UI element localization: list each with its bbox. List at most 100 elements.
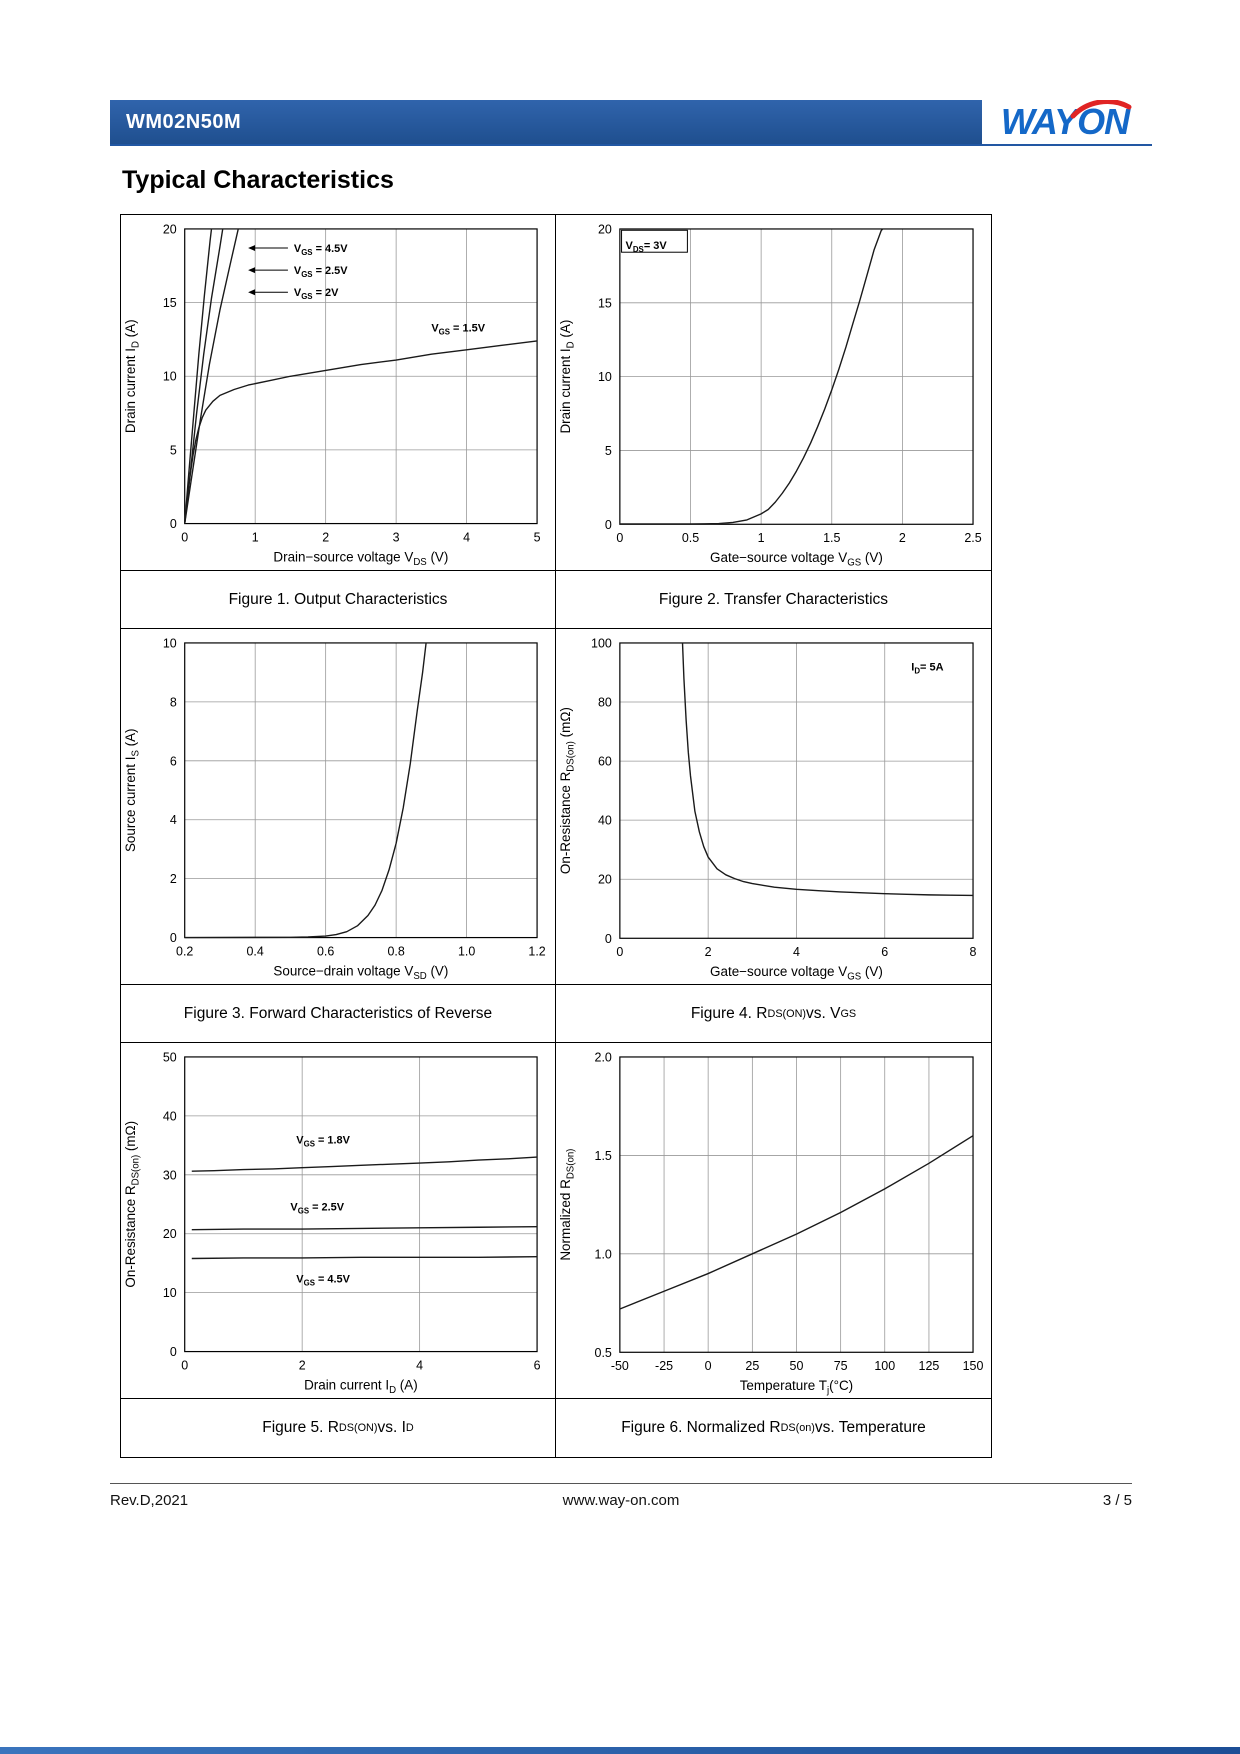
svg-text:2: 2 [322, 530, 329, 544]
svg-text:0: 0 [605, 518, 612, 532]
svg-text:1.0: 1.0 [595, 1247, 612, 1261]
svg-text:2: 2 [299, 1358, 306, 1372]
figure-2-caption: Figure 2. Transfer Characteristics [556, 571, 991, 629]
svg-text:0.2: 0.2 [176, 944, 193, 958]
svg-text:15: 15 [598, 296, 612, 310]
svg-text:Gate−source voltage VGS (V): Gate−source voltage VGS (V) [710, 550, 883, 568]
svg-text:150: 150 [963, 1359, 984, 1373]
svg-text:0: 0 [705, 1359, 712, 1373]
part-number: WM02N50M [126, 110, 242, 133]
svg-text:VGS = 2.5V: VGS = 2.5V [290, 1202, 344, 1216]
svg-text:VGS = 4.5V: VGS = 4.5V [296, 1273, 350, 1287]
characteristics-grid: 0 1 2 3 4 5 0 5 10 15 20 VGS = 4.5V VGS = 2.5V VGS = … [120, 214, 992, 1458]
svg-text:VGS = 1.5V: VGS = 1.5V [431, 323, 485, 337]
svg-text:0: 0 [170, 931, 177, 945]
svg-text:1: 1 [252, 530, 259, 544]
svg-text:10: 10 [163, 636, 177, 650]
svg-text:2: 2 [899, 531, 906, 545]
page-header: WM02N50M WAYON [110, 100, 1152, 146]
svg-text:2: 2 [170, 872, 177, 886]
part-number-banner: WM02N50M [110, 100, 982, 144]
svg-text:Normalized RDS(on): Normalized RDS(on) [558, 1149, 576, 1261]
svg-text:40: 40 [163, 1109, 177, 1123]
svg-text:-50: -50 [611, 1359, 629, 1373]
page-title: Typical Characteristics [122, 166, 394, 194]
svg-text:4: 4 [416, 1358, 423, 1372]
svg-text:4: 4 [793, 945, 800, 959]
svg-text:1.5: 1.5 [823, 531, 840, 545]
svg-text:0.5: 0.5 [682, 531, 699, 545]
svg-text:60: 60 [598, 755, 612, 769]
figure-3-forward-characteristics-plot: 0.2 0.4 0.6 0.8 1.0 1.2 0 2 4 6 8 10 Source−drain vo… [121, 629, 556, 985]
figure-4-caption: Figure 4. R DS(ON) vs. V GS [556, 985, 991, 1043]
figure-1-caption: Figure 1. Output Characteristics [121, 571, 556, 629]
svg-text:0: 0 [605, 932, 612, 946]
svg-text:2.5: 2.5 [964, 531, 981, 545]
svg-text:5: 5 [605, 444, 612, 458]
page-number: 3 / 5 [1102, 1492, 1133, 1509]
logo-swoosh-icon [1070, 100, 1132, 119]
svg-text:25: 25 [745, 1359, 759, 1373]
svg-text:Gate−source voltage VGS (V): Gate−source voltage VGS (V) [710, 964, 883, 982]
svg-text:0: 0 [170, 1345, 177, 1359]
svg-text:VGS = 4.5V: VGS = 4.5V [294, 243, 348, 257]
svg-text:1.0: 1.0 [458, 944, 475, 958]
svg-text:0: 0 [170, 517, 177, 531]
svg-text:8: 8 [170, 695, 177, 709]
svg-text:VGS = 2.5V: VGS = 2.5V [294, 265, 348, 279]
svg-text:Drain current ID (A): Drain current ID (A) [558, 320, 576, 434]
svg-text:8: 8 [970, 945, 977, 959]
svg-text:0.8: 0.8 [387, 944, 404, 958]
svg-text:0.6: 0.6 [317, 944, 334, 958]
svg-text:Drain current ID (A): Drain current ID (A) [304, 1377, 418, 1395]
svg-text:6: 6 [881, 945, 888, 959]
svg-text:10: 10 [163, 370, 177, 384]
svg-text:4: 4 [170, 813, 177, 827]
figure-2-transfer-characteristics-plot: 0 0.5 1 1.5 2 2.5 0 5 10 15 20 VDS= 3V Gate−source v… [556, 215, 991, 571]
svg-text:10: 10 [163, 1286, 177, 1300]
svg-text:VGS = 2V: VGS = 2V [294, 287, 339, 301]
wayon-logo-graphic: WAYON [1001, 100, 1132, 142]
svg-text:Source−drain voltage VSD (V): Source−drain voltage VSD (V) [273, 963, 448, 981]
svg-text:20: 20 [598, 873, 612, 887]
svg-text:6: 6 [534, 1358, 541, 1372]
svg-text:0: 0 [616, 531, 623, 545]
figure-4-rdson-vs-vgs-plot: 0 2 4 6 8 0 20 40 60 80 100 ID= 5A Gate−source volta… [556, 629, 991, 985]
svg-text:0: 0 [181, 1358, 188, 1372]
figure-1-output-characteristics-plot: 0 1 2 3 4 5 0 5 10 15 20 VGS = 4.5V VGS = 2.5V VGS = … [121, 215, 556, 571]
svg-text:-25: -25 [655, 1359, 673, 1373]
svg-text:75: 75 [834, 1359, 848, 1373]
svg-text:0.5: 0.5 [595, 1346, 612, 1360]
svg-text:125: 125 [919, 1359, 940, 1373]
svg-text:5: 5 [534, 530, 541, 544]
svg-text:100: 100 [874, 1359, 895, 1373]
figure-6-normalized-rdson-plot: -50 -25 0 25 50 75 100 125 150 0.5 1.0 1.5 2.0 Temper… [556, 1043, 991, 1399]
svg-text:Drain current ID (A): Drain current ID (A) [123, 319, 141, 433]
bottom-blue-rule [0, 1747, 1240, 1754]
wayon-logo: WAYON [982, 100, 1152, 144]
svg-text:2: 2 [705, 945, 712, 959]
svg-text:100: 100 [591, 636, 612, 650]
svg-text:40: 40 [598, 814, 612, 828]
revision-text: Rev.D,2021 [110, 1492, 189, 1509]
svg-text:ID= 5A: ID= 5A [911, 662, 943, 676]
svg-text:10: 10 [598, 370, 612, 384]
svg-text:0: 0 [181, 530, 188, 544]
page-footer: Rev.D,2021 www.way-on.com 3 / 5 [110, 1483, 1132, 1509]
svg-text:1.2: 1.2 [528, 944, 545, 958]
svg-text:0: 0 [616, 945, 623, 959]
figure-5-rdson-vs-id-plot: 0 2 4 6 0 10 20 30 40 50 VGS = 1.8V VGS = 2.5V VGS =… [121, 1043, 556, 1399]
svg-text:2.0: 2.0 [595, 1050, 612, 1064]
svg-text:Drain−source voltage VDS (V): Drain−source voltage VDS (V) [273, 549, 448, 567]
figure-6-caption: Figure 6. Normalized R DS(on) vs. Tempera… [556, 1399, 991, 1457]
svg-text:1: 1 [758, 531, 765, 545]
svg-text:20: 20 [163, 1227, 177, 1241]
svg-text:0.4: 0.4 [247, 944, 264, 958]
svg-text:Source current IS (A): Source current IS (A) [123, 728, 141, 852]
svg-text:20: 20 [598, 222, 612, 236]
svg-text:3: 3 [393, 530, 400, 544]
svg-text:On-Resistance RDS(on) (mΩ): On-Resistance RDS(on) (mΩ) [558, 707, 576, 874]
svg-text:20: 20 [163, 222, 177, 236]
